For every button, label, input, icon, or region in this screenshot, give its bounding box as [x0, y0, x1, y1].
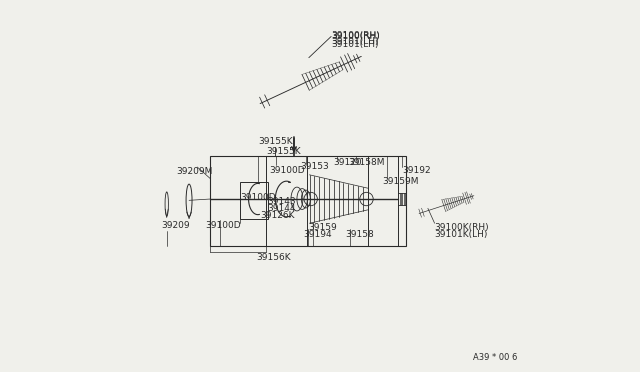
Text: 39194: 39194	[303, 230, 332, 239]
Text: 39209: 39209	[161, 221, 189, 230]
Text: 39159M: 39159M	[383, 177, 419, 186]
Text: 39153: 39153	[301, 162, 330, 171]
Text: 39126K: 39126K	[260, 211, 295, 220]
Text: 39100(RH): 39100(RH)	[331, 32, 380, 41]
Text: 39100D: 39100D	[241, 193, 276, 202]
Text: 39159: 39159	[308, 223, 337, 232]
Text: 39101(LH): 39101(LH)	[331, 37, 379, 46]
Text: 39192: 39192	[402, 166, 431, 174]
Text: 39158: 39158	[346, 230, 374, 239]
Text: 39100D: 39100D	[270, 166, 305, 174]
Bar	[240, 182, 268, 219]
Text: 39100(RH): 39100(RH)	[331, 31, 380, 39]
Text: 39155K: 39155K	[259, 137, 293, 146]
Text: 39120: 39120	[333, 158, 362, 167]
Text: 39155K: 39155K	[266, 147, 301, 156]
Text: 39143: 39143	[267, 197, 296, 206]
Text: 39209M: 39209M	[177, 167, 213, 176]
Text: 39100K(RH): 39100K(RH)	[435, 223, 489, 232]
Text: 39100D: 39100D	[205, 221, 241, 230]
Text: 39101K(LH): 39101K(LH)	[435, 230, 488, 239]
Text: A39 * 00 6: A39 * 00 6	[472, 353, 517, 362]
Text: 39158M: 39158M	[348, 158, 385, 167]
Text: 39144: 39144	[267, 204, 296, 213]
Text: 39156K: 39156K	[257, 253, 291, 262]
Text: 39101(LH): 39101(LH)	[331, 40, 379, 49]
Bar	[211, 156, 406, 246]
